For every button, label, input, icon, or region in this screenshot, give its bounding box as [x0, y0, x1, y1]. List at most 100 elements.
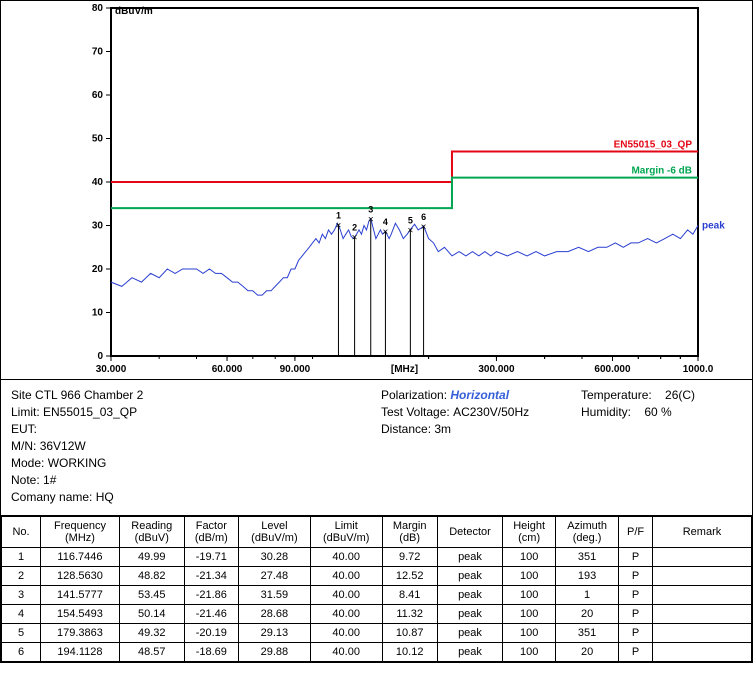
cell-azimuth: 193 [556, 567, 619, 586]
cell-pf: P [619, 567, 653, 586]
table-row: 5179.386349.32-20.1929.1340.0010.87peak1… [2, 624, 752, 643]
svg-text:6: 6 [421, 212, 426, 222]
col-factor: Factor(dB/m) [184, 517, 238, 548]
table-row: 6194.112848.57-18.6929.8840.0010.12peak1… [2, 643, 752, 662]
cell-azimuth: 351 [556, 548, 619, 567]
svg-text:peak: peak [702, 221, 725, 232]
svg-text:5: 5 [408, 215, 413, 225]
svg-text:Margin -6 dB: Margin -6 dB [631, 166, 692, 177]
cell-reading: 49.32 [119, 624, 184, 643]
svg-text:300.000: 300.000 [478, 364, 515, 375]
cell-height: 100 [503, 605, 556, 624]
cell-pf: P [619, 643, 653, 662]
svg-text:1: 1 [336, 210, 341, 220]
svg-text:90.000: 90.000 [280, 364, 311, 375]
col-remark: Remark [653, 517, 752, 548]
svg-text:20: 20 [92, 264, 104, 275]
svg-text:50: 50 [92, 134, 104, 145]
cell-azimuth: 351 [556, 624, 619, 643]
col-level: Level(dBuV/m) [239, 517, 311, 548]
cell-azimuth: 20 [556, 643, 619, 662]
cell-reading: 53.45 [119, 586, 184, 605]
svg-text:1000.0: 1000.0 [683, 364, 714, 375]
cell-level: 30.28 [239, 548, 311, 567]
cell-freq: 154.5493 [41, 605, 120, 624]
col-margin: Margin(dB) [382, 517, 437, 548]
cell-no: 1 [2, 548, 41, 567]
cell-height: 100 [503, 548, 556, 567]
note-value: 1# [43, 473, 56, 487]
cell-no: 4 [2, 605, 41, 624]
temperature-value: 26(C) [665, 388, 695, 402]
cell-remark [653, 605, 752, 624]
voltage-label: Test Voltage: [381, 405, 450, 419]
svg-text:60: 60 [92, 90, 104, 101]
mode-value: WORKING [48, 456, 107, 470]
polarization-label: Polarization: [381, 388, 447, 402]
data-table: No.Frequency(MHz)Reading(dBuV)Factor(dB/… [1, 516, 752, 662]
col-detector: Detector [437, 517, 502, 548]
cell-height: 100 [503, 586, 556, 605]
chart: 01020304050607080dBuV/m30.00060.00090.00… [1, 1, 752, 380]
cell-height: 100 [503, 567, 556, 586]
table-row: 4154.549350.14-21.4628.6840.0011.32peak1… [2, 605, 752, 624]
note-label: Note: [11, 473, 40, 487]
cell-reading: 48.57 [119, 643, 184, 662]
table-row: 3141.577753.45-21.8631.5940.008.41peak10… [2, 586, 752, 605]
cell-limit: 40.00 [310, 605, 382, 624]
humidity-value: 60 % [644, 405, 671, 419]
temperature-label: Temperature: [581, 388, 652, 402]
col-reading: Reading(dBuV) [119, 517, 184, 548]
polarization-value: Horizontal [450, 388, 509, 402]
svg-text:×: × [336, 220, 342, 231]
cell-no: 6 [2, 643, 41, 662]
table-row: 2128.563048.82-21.3427.4840.0012.52peak1… [2, 567, 752, 586]
cell-azimuth: 1 [556, 586, 619, 605]
humidity-label: Humidity: [581, 405, 631, 419]
cell-limit: 40.00 [310, 586, 382, 605]
svg-text:×: × [421, 222, 427, 233]
svg-text:4: 4 [383, 217, 388, 227]
limit-label: Limit: [11, 405, 40, 419]
cell-factor: -20.19 [184, 624, 238, 643]
svg-text:×: × [352, 232, 358, 243]
mode-label: Mode: [11, 456, 44, 470]
cell-margin: 10.87 [382, 624, 437, 643]
eut-label: EUT: [11, 422, 37, 436]
col-azimuth: Azimuth(deg.) [556, 517, 619, 548]
cell-remark [653, 586, 752, 605]
cell-limit: 40.00 [310, 548, 382, 567]
cell-margin: 11.32 [382, 605, 437, 624]
cell-factor: -19.71 [184, 548, 238, 567]
svg-text:80: 80 [92, 3, 104, 14]
col-no: No. [2, 517, 41, 548]
cell-detector: peak [437, 548, 502, 567]
cell-margin: 9.72 [382, 548, 437, 567]
metadata-panel: Site CTL 966 Chamber 2 Polarization: Hor… [1, 380, 752, 516]
cell-no: 2 [2, 567, 41, 586]
cell-detector: peak [437, 586, 502, 605]
col-height: Height(cm) [503, 517, 556, 548]
cell-freq: 194.1128 [41, 643, 120, 662]
cell-margin: 10.12 [382, 643, 437, 662]
table-row: 1116.744649.99-19.7130.2840.009.72peak10… [2, 548, 752, 567]
mn-label: M/N: [11, 439, 36, 453]
cell-reading: 50.14 [119, 605, 184, 624]
mn-value: 36V12W [40, 439, 86, 453]
svg-text:10: 10 [92, 308, 104, 319]
cell-height: 100 [503, 643, 556, 662]
col-limit: Limit(dBuV/m) [310, 517, 382, 548]
svg-text:3: 3 [368, 205, 373, 215]
svg-text:600.000: 600.000 [594, 364, 631, 375]
svg-text:60.000: 60.000 [212, 364, 243, 375]
cell-limit: 40.00 [310, 643, 382, 662]
cell-level: 28.68 [239, 605, 311, 624]
cell-factor: -21.86 [184, 586, 238, 605]
cell-level: 29.88 [239, 643, 311, 662]
cell-pf: P [619, 548, 653, 567]
col-pf: P/F [619, 517, 653, 548]
cell-remark [653, 643, 752, 662]
cell-factor: -21.46 [184, 605, 238, 624]
cell-margin: 8.41 [382, 586, 437, 605]
cell-detector: peak [437, 567, 502, 586]
